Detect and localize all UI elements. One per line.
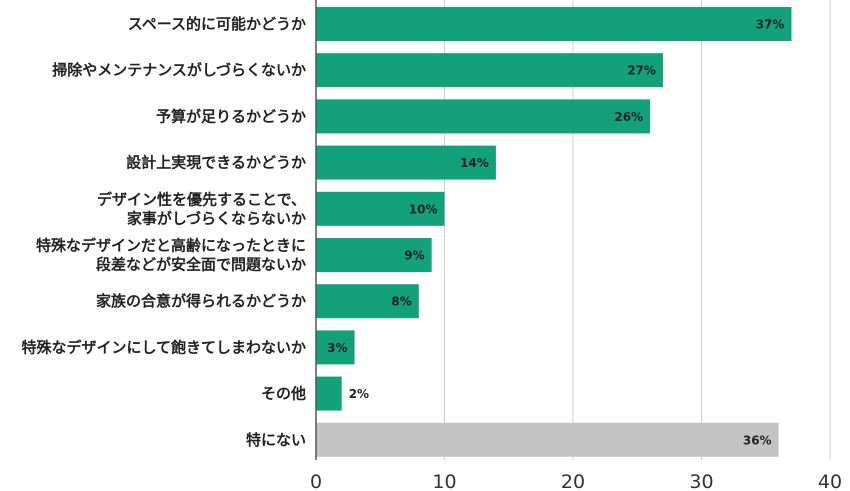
- bar: [316, 145, 496, 180]
- x-axis-ticks: 0 10 20 30 40: [310, 471, 842, 491]
- category-label: その他: [261, 385, 306, 403]
- category-label-line: 設計上実現できるかどうか: [126, 154, 306, 172]
- category-label-line: デザイン性を優先することで、: [97, 190, 306, 208]
- category-label: 特にない: [246, 431, 306, 449]
- category-label-line: 予算が足りるかどうか: [156, 107, 306, 125]
- bar-value-label: 10%: [409, 202, 438, 216]
- category-label-line: 掃除やメンテナンスがしづらくないか: [52, 61, 306, 79]
- category-label: 家族の合意が得られるかどうか: [96, 292, 306, 310]
- bar: [316, 99, 651, 134]
- bar: [316, 422, 779, 457]
- category-label: 掃除やメンテナンスがしづらくないか: [52, 61, 306, 79]
- bar: [316, 376, 342, 411]
- bar: [316, 238, 432, 272]
- bar-value-label: 14%: [460, 156, 489, 170]
- bar: [316, 330, 355, 365]
- category-label: 設計上実現できるかどうか: [126, 154, 306, 172]
- category-label: 特殊なデザインだと高齢になったときに段差などが安全面で問題ないか: [36, 237, 306, 274]
- category-label-line: 特殊なデザインにして飽きてしまわないか: [21, 338, 306, 356]
- category-labels: スペース的に可能かどうか掃除やメンテナンスがしづらくないか予算が足りるかどうか設…: [21, 15, 306, 449]
- bar: [316, 53, 663, 88]
- bar: [316, 284, 419, 319]
- category-label: スペース的に可能かどうか: [128, 15, 306, 33]
- category-label-line: 特にない: [246, 431, 306, 449]
- x-tick-label: 0: [310, 471, 322, 491]
- bar-value-label: 37%: [756, 18, 785, 32]
- x-tick-label: 20: [561, 471, 585, 491]
- x-tick-label: 10: [432, 471, 456, 491]
- bars: [316, 7, 792, 457]
- category-label: 特殊なデザインにして飽きてしまわないか: [21, 338, 306, 356]
- category-label-line: その他: [261, 385, 306, 403]
- bar-value-label: 9%: [404, 249, 424, 263]
- bar-value-label: 27%: [627, 64, 656, 78]
- category-label-line: スペース的に可能かどうか: [128, 15, 306, 33]
- bar: [316, 191, 445, 226]
- category-label: デザイン性を優先することで、家事がしづらくならないか: [97, 190, 306, 227]
- x-tick-label: 40: [818, 471, 842, 491]
- category-label-line: 家族の合意が得られるかどうか: [96, 292, 306, 310]
- bar-value-label: 36%: [743, 433, 772, 447]
- category-label-line: 段差などが安全面で問題ないか: [96, 256, 306, 274]
- category-label: 予算が足りるかどうか: [156, 107, 306, 125]
- bar-value-label: 8%: [391, 295, 411, 309]
- category-label-line: 特殊なデザインだと高齢になったときに: [36, 237, 306, 255]
- bar-value-label: 3%: [327, 341, 347, 355]
- value-labels: 37% 27% 26% 14% 10% 9% 8% 3% 2% 36%: [327, 18, 784, 448]
- bar-value-label: 2%: [349, 387, 369, 401]
- category-label-line: 家事がしづらくならないか: [127, 209, 306, 227]
- bar: [316, 7, 792, 41]
- bar-value-label: 26%: [614, 110, 643, 124]
- x-tick-label: 30: [689, 471, 713, 491]
